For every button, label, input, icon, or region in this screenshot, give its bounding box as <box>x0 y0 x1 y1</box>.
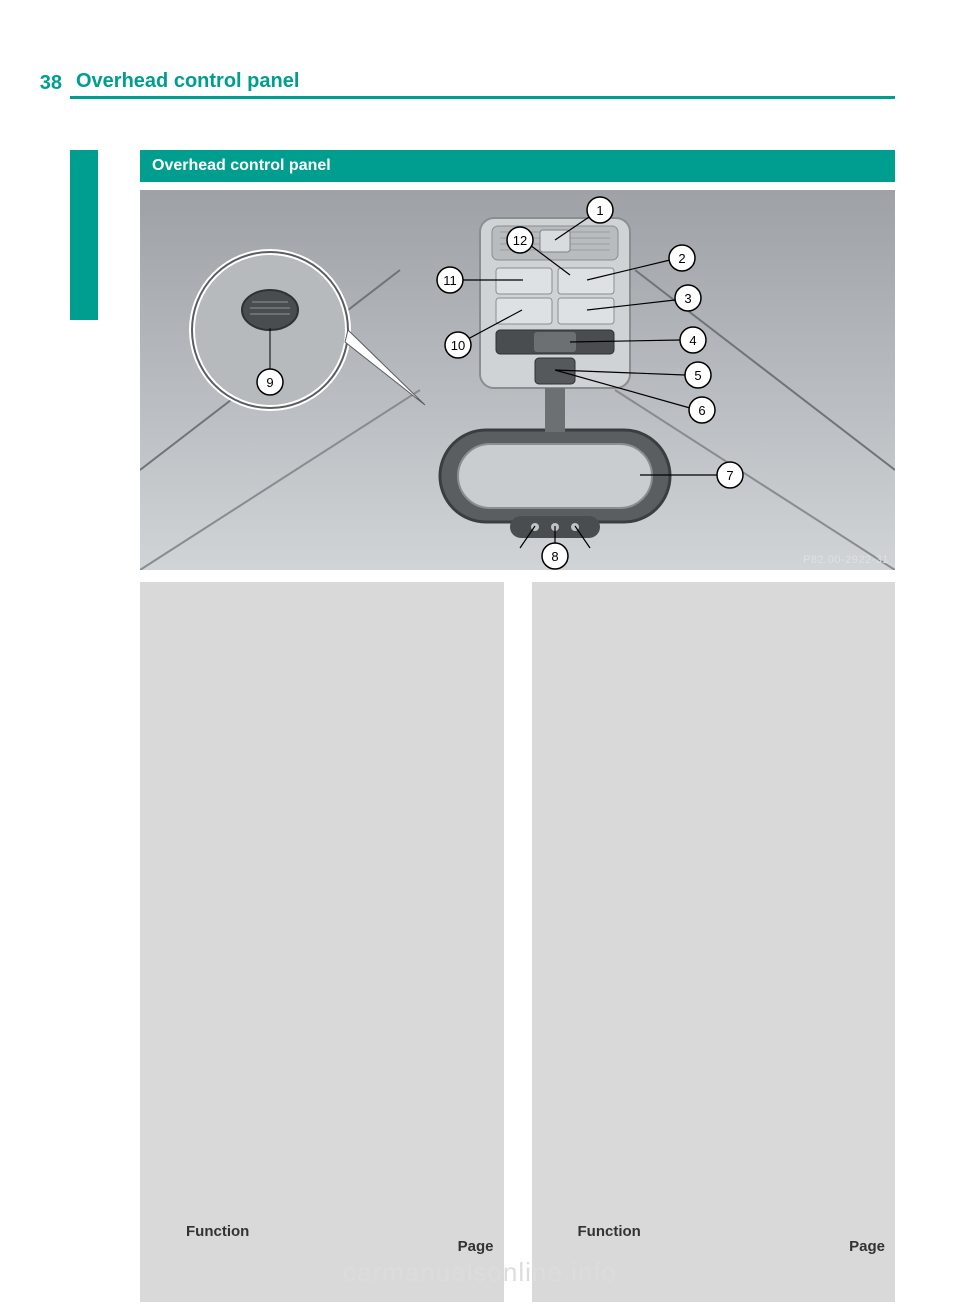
svg-text:4: 4 <box>689 333 696 348</box>
svg-text:2: 2 <box>678 251 685 266</box>
function-table-right: Function Page 8Buttons for the garage do… <box>532 582 896 1302</box>
overhead-panel-figure: 9 1 12 11 10 <box>140 190 895 570</box>
right-column: Function Page 8Buttons for the garage do… <box>532 582 896 1302</box>
svg-text:10: 10 <box>451 338 465 353</box>
overhead-panel-svg: 9 1 12 11 10 <box>140 190 895 570</box>
header-title: Overhead control panel <box>70 70 299 97</box>
rear-view-mirror <box>440 388 670 538</box>
svg-text:8: 8 <box>551 549 558 564</box>
control-cluster <box>480 218 630 388</box>
section-title-bar: Overhead control panel <box>140 150 895 182</box>
svg-text:6: 6 <box>698 403 705 418</box>
col-header-function: Function <box>570 582 740 1302</box>
left-column: Function Page 1⤢ Switches the rear inter… <box>140 582 504 1302</box>
section-side-label: At a glance <box>68 170 94 287</box>
svg-text:11: 11 <box>443 273 457 288</box>
svg-text:3: 3 <box>684 291 691 306</box>
page-number: 38 <box>0 70 70 97</box>
figure-code: P82.00-2922-31 <box>803 554 889 566</box>
watermark: carmanualsonline.info <box>0 1257 960 1288</box>
svg-text:1: 1 <box>596 203 603 218</box>
header-underline <box>70 96 895 99</box>
col-header-function: Function <box>178 582 348 1302</box>
svg-text:7: 7 <box>726 468 733 483</box>
svg-text:12: 12 <box>513 233 527 248</box>
section-title: Overhead control panel <box>152 157 331 175</box>
col-header-page: Page <box>739 582 895 1302</box>
function-table-left: Function Page 1⤢ Switches the rear inter… <box>140 582 504 1302</box>
svg-text:9: 9 <box>266 375 273 390</box>
col-header-page: Page <box>348 582 504 1302</box>
manual-page: 38 Overhead control panel At a glance Ov… <box>0 0 960 1302</box>
page-header: 38 Overhead control panel <box>0 70 299 97</box>
function-tables: Function Page 1⤢ Switches the rear inter… <box>140 582 895 1302</box>
microphone-inset: 9 <box>192 252 425 408</box>
svg-text:5: 5 <box>694 368 701 383</box>
